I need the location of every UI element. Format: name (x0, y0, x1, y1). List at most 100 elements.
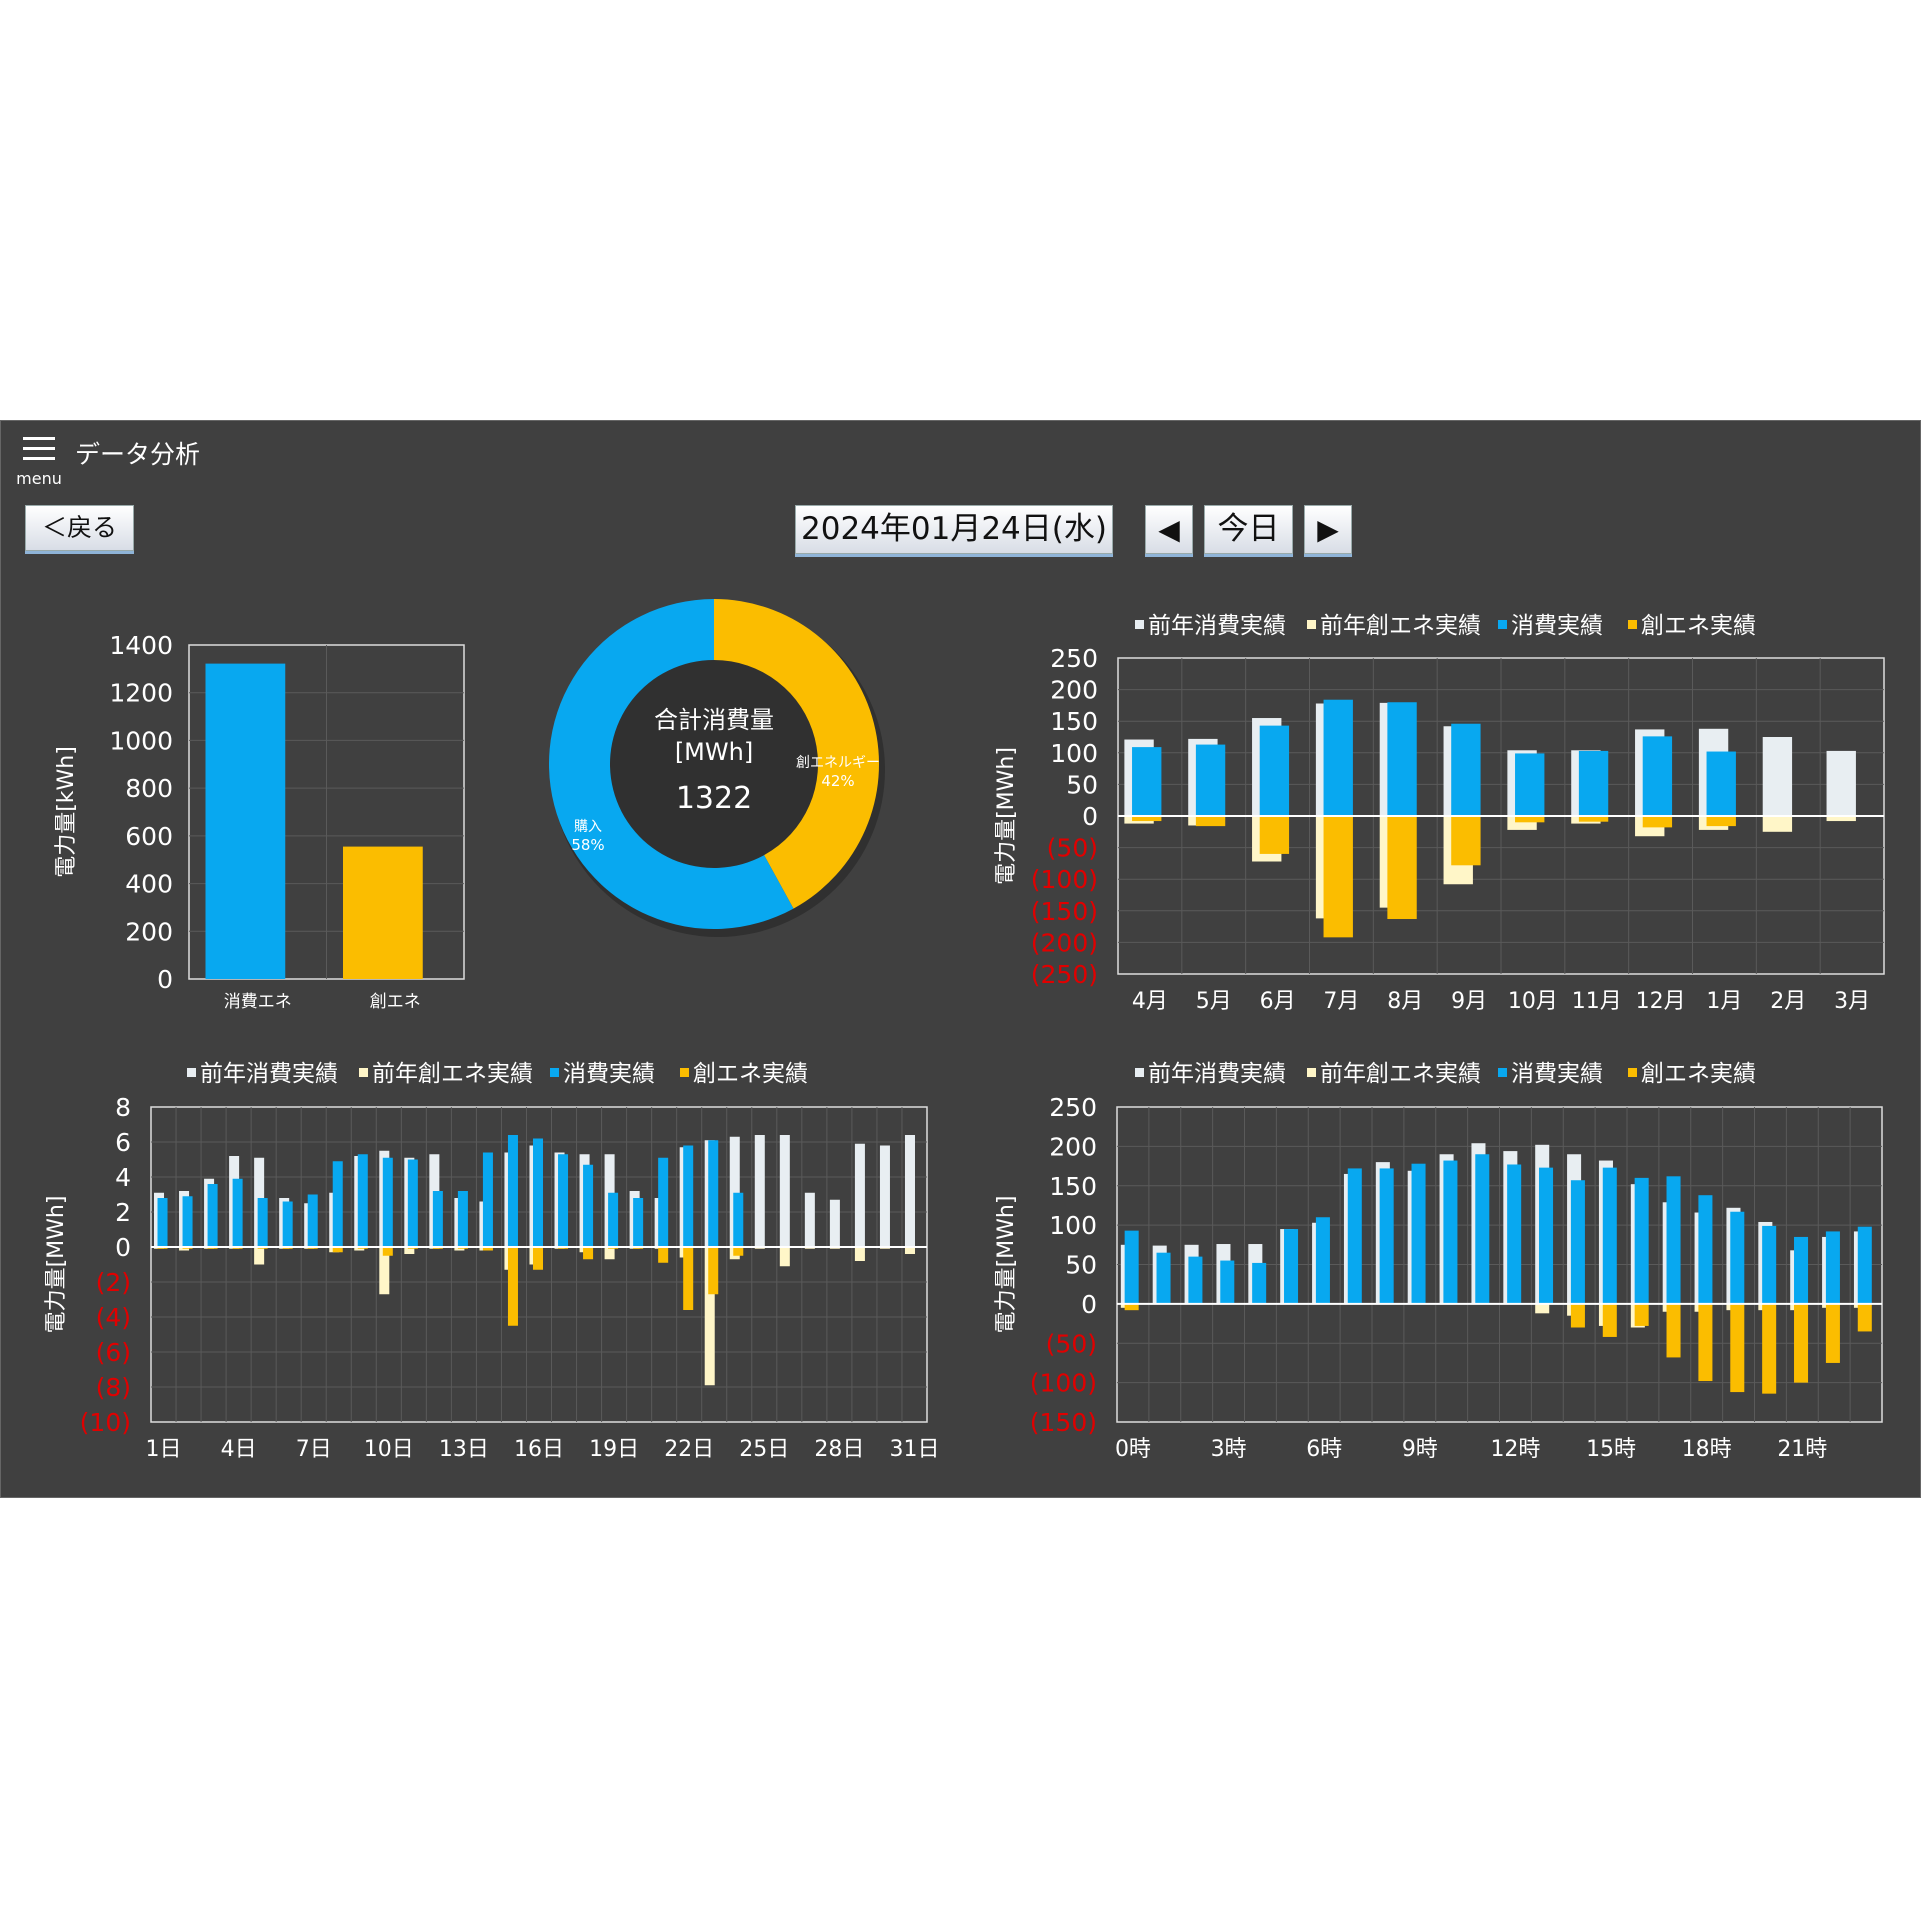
bar-prev-create (704, 1247, 715, 1386)
bar-consume (708, 1140, 719, 1247)
bar-consume (1220, 1260, 1235, 1304)
y-tick-label: 1000 (109, 726, 173, 755)
y-axis-label: 電力量[MWh] (44, 1196, 69, 1334)
y-axis-label: 電力量[kWh] (54, 746, 79, 878)
back-button[interactable]: ＜戻る (25, 505, 134, 551)
legend-swatch (187, 1068, 196, 1077)
y-tick-label: 8 (115, 1093, 131, 1122)
app-window: menu データ分析 ＜戻る 2024年01月24日(水) ◀ 今日 ▶ 0 20… (0, 420, 1921, 1498)
bar-chart-3: 前年消費実績 前年創エネ実績 消費実績 創エネ実績 8 6 4 2 0 (2) (4) (6) (8) (… (44, 1061, 939, 1462)
bar-0 (205, 663, 286, 979)
x-tick-label: 創エネ (370, 992, 421, 1012)
y-tick-label: (10) (80, 1408, 131, 1437)
x-tick-label: 10月 (1508, 989, 1558, 1014)
date-picker-button[interactable]: 2024年01月24日(水) (795, 505, 1113, 554)
bar-prev-create (404, 1247, 415, 1254)
bar-create (1124, 1303, 1139, 1311)
menu-icon-bar-bottom (23, 457, 55, 460)
bar-prev-consume (879, 1145, 890, 1247)
y-tick-label: 200 (1050, 676, 1098, 705)
bar-consume (532, 1138, 544, 1247)
bar-consume (407, 1159, 418, 1247)
bar-prev-consume (854, 1143, 865, 1247)
bar-prev-consume (779, 1135, 790, 1247)
bar-consume (157, 1198, 168, 1247)
bar-consume (1698, 1195, 1713, 1304)
x-tick-label: 12月 (1636, 989, 1686, 1014)
bar-create (332, 1247, 343, 1253)
bar-consume (1730, 1211, 1745, 1304)
bar-prev-create (1762, 816, 1793, 832)
bar-consume (1507, 1164, 1522, 1304)
bar-consume (583, 1164, 594, 1247)
bar-consume (1323, 699, 1353, 816)
bar-consume (633, 1198, 644, 1247)
bar-consume (232, 1178, 243, 1247)
bar-create (532, 1247, 544, 1270)
x-tick-label: 16日 (514, 1437, 564, 1462)
bar-create (1666, 1303, 1681, 1358)
y-tick-label: 200 (125, 917, 173, 946)
bar-consume (1857, 1226, 1872, 1304)
bar-consume (1762, 1225, 1777, 1304)
donut-center-unit: [MWh] (675, 738, 753, 766)
bar-consume (1570, 1180, 1585, 1304)
bar-consume (1379, 1168, 1394, 1304)
bar-consume (382, 1157, 393, 1247)
y-tick-label: 150 (1050, 707, 1098, 736)
bar-consume (1124, 1230, 1139, 1304)
y-tick-label: (100) (1031, 865, 1098, 894)
bar-create (1387, 816, 1417, 920)
legend-label: 前年創エネ実績 (1320, 613, 1481, 639)
bar-create (658, 1247, 669, 1263)
prev-day-button[interactable]: ◀ (1145, 505, 1193, 554)
legend-swatch (359, 1068, 368, 1077)
bar-consume (658, 1157, 669, 1247)
bar-create (1825, 1303, 1840, 1363)
bar-consume (1387, 702, 1417, 816)
x-tick-label: 4日 (221, 1437, 257, 1462)
bar-prev-consume (1826, 750, 1856, 816)
bar-prev-consume (729, 1136, 740, 1247)
bar-consume (1411, 1163, 1426, 1304)
x-tick-label: 2月 (1770, 989, 1806, 1014)
menu-button[interactable]: menu (15, 433, 63, 488)
bar-create (1451, 816, 1481, 866)
bar-prev-consume (804, 1192, 815, 1247)
total-energy-bar-chart: 0 200 400 600 800 1000 1200 1400 消費エネ 創エネ 電力量[kWh] (54, 631, 465, 1012)
bar-create (1602, 1303, 1617, 1337)
bar-consume (683, 1145, 694, 1247)
x-tick-label: 18時 (1682, 1437, 1732, 1462)
page-title: データ分析 (75, 440, 201, 469)
bar-consume (1825, 1231, 1840, 1304)
bar-create (1132, 816, 1162, 822)
x-tick-label: 7日 (296, 1437, 332, 1462)
bar-create (1762, 1303, 1777, 1394)
today-button[interactable]: 今日 (1204, 505, 1293, 554)
bar-consume (1252, 1262, 1267, 1304)
bar-consume (1642, 736, 1673, 816)
legend-label: 前年消費実績 (1148, 1061, 1286, 1087)
y-tick-label: (50) (1047, 834, 1098, 863)
x-tick-label: 25日 (739, 1437, 789, 1462)
y-tick-label: 0 (115, 1233, 131, 1262)
bar-create (1857, 1303, 1872, 1332)
bar-consume (1195, 744, 1226, 816)
bar-consume (1451, 723, 1481, 816)
bar-consume (307, 1194, 318, 1247)
bar-prev-create (1826, 816, 1856, 822)
legend-swatch (1307, 1068, 1316, 1077)
bar-prev-create (1535, 1303, 1550, 1314)
x-tick-label: 4月 (1132, 989, 1168, 1014)
bar-consume (207, 1184, 218, 1247)
x-tick-label: 3時 (1211, 1437, 1247, 1462)
bar-consume (1347, 1168, 1362, 1304)
x-tick-label: 1日 (146, 1437, 182, 1462)
next-day-button[interactable]: ▶ (1304, 505, 1352, 554)
bar-create (583, 1247, 594, 1260)
x-tick-label: 9月 (1451, 989, 1487, 1014)
bar-create (1570, 1303, 1585, 1328)
bar-consume (1284, 1229, 1299, 1304)
